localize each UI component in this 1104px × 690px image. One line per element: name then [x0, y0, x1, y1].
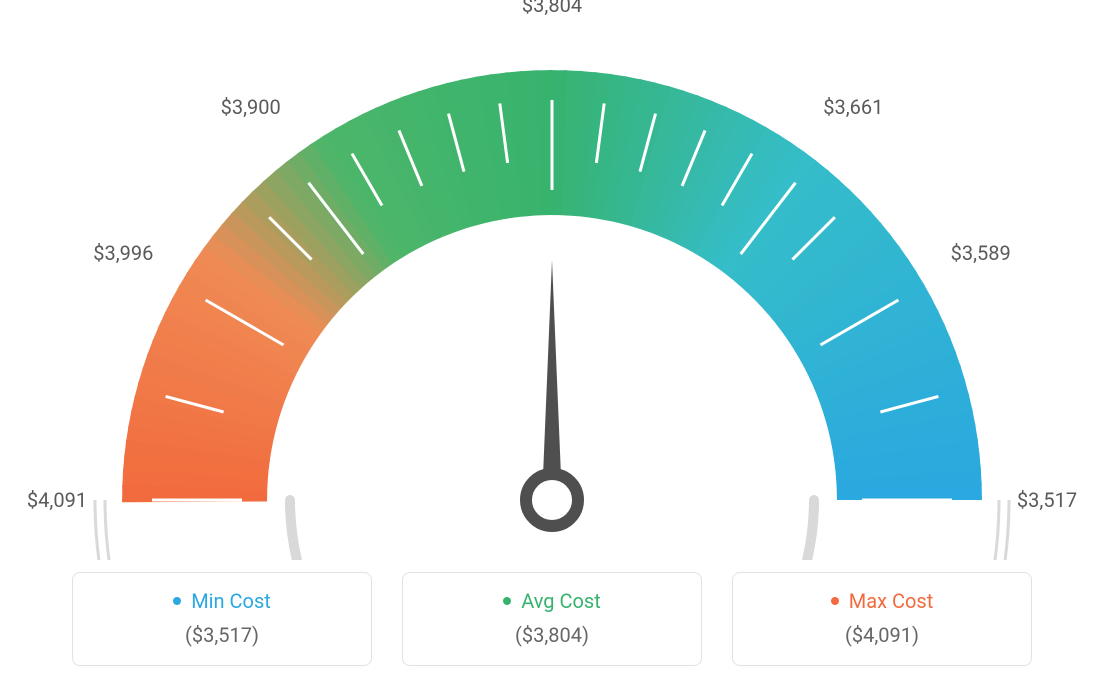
legend-min-value: ($3,517): [185, 623, 259, 647]
legend-max-label: Max Cost: [849, 589, 934, 613]
legend-max-title: Max Cost: [831, 589, 934, 613]
gauge-tick-label: $4,091: [27, 488, 87, 512]
legend-min-title: Min Cost: [173, 589, 271, 613]
gauge-tick-label: $3,900: [221, 95, 281, 119]
legend-row: Min Cost ($3,517) Avg Cost ($3,804) Max …: [0, 572, 1104, 666]
legend-avg-title: Avg Cost: [503, 589, 601, 613]
legend-avg-value: ($3,804): [515, 623, 589, 647]
legend-min-dot: [173, 597, 181, 605]
gauge-tick-label: $3,661: [823, 95, 883, 119]
gauge-tick-label: $3,589: [951, 241, 1011, 265]
legend-avg-label: Avg Cost: [521, 589, 601, 613]
gauge-tick-label: $3,517: [1017, 488, 1077, 512]
legend-avg-dot: [503, 597, 511, 605]
legend-min-label: Min Cost: [191, 589, 271, 613]
gauge-svg: [0, 0, 1104, 560]
legend-max-value: ($4,091): [845, 623, 919, 647]
gauge-tick-label: $3,996: [93, 241, 153, 265]
legend-max-dot: [831, 597, 839, 605]
gauge-tick-label: $3,804: [522, 0, 582, 17]
legend-max: Max Cost ($4,091): [732, 572, 1032, 666]
gauge-chart: $3,517 $3,589 $3,661 $3,804 $3,900 $3,996 $4,0…: [0, 0, 1104, 560]
legend-min: Min Cost ($3,517): [72, 572, 372, 666]
legend-avg: Avg Cost ($3,804): [402, 572, 702, 666]
